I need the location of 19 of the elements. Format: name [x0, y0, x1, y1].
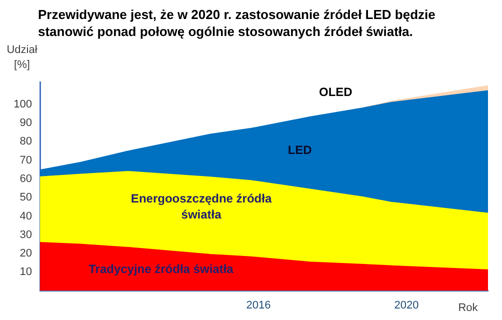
y-tick-label: 80 — [20, 136, 32, 148]
y-tick-label: 50 — [20, 192, 32, 204]
y-tick-label: 90 — [20, 117, 32, 130]
x-axis-title: Rok — [458, 302, 478, 314]
y-tick-label: 60 — [20, 172, 32, 185]
series-label: OLED — [319, 84, 353, 99]
y-tick-label: 30 — [20, 228, 32, 241]
y-axis-title: Udział [%] — [6, 44, 38, 72]
y-tick-label: 10 — [20, 266, 32, 278]
chart-title: Przewidywane jest, że w 2020 r. zastosowanie źródeł LED będzie stanowić ponad połowę ogólnie stosowanych źródeł światła. — [38, 6, 436, 40]
y-tick-label: 100 — [14, 98, 32, 110]
x-tick-label: 2020 — [394, 299, 419, 312]
x-tick-label: 2016 — [246, 299, 271, 312]
y-tick-label: 20 — [20, 248, 32, 260]
y-tick-label: 40 — [20, 210, 32, 222]
series-label: Energooszczędne źródła światła — [130, 192, 272, 222]
series-label: Tradycyjne źródła światła — [88, 262, 234, 276]
y-tick-label: 70 — [20, 154, 32, 166]
series-label: LED — [288, 143, 312, 158]
